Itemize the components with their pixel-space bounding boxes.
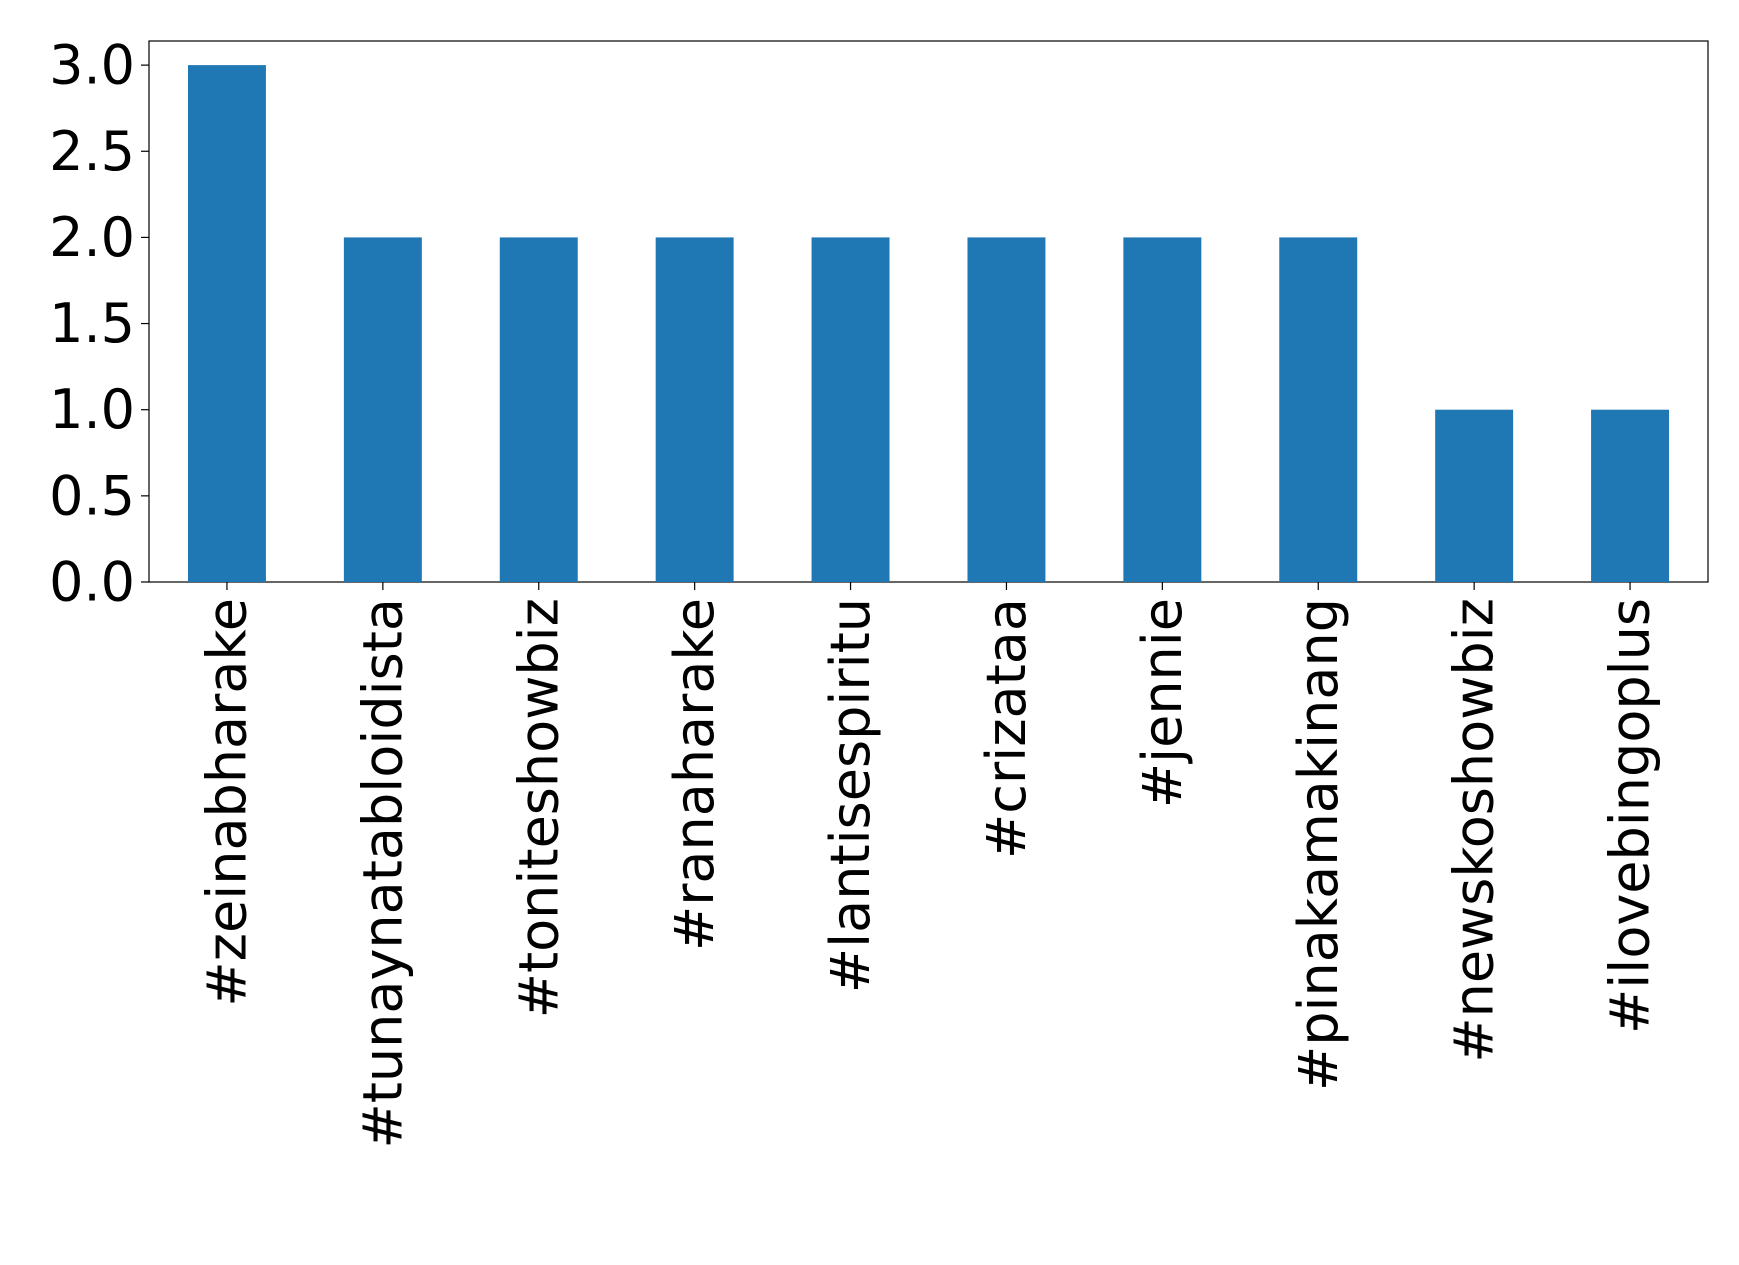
x-tick-label: #ranaharake: [663, 598, 726, 951]
bar: [967, 237, 1046, 583]
x-tick-label: #zeinabharake: [195, 598, 258, 1007]
bar: [1591, 409, 1670, 582]
bar: [187, 65, 266, 582]
y-tick-label: 1.0: [49, 378, 135, 441]
y-tick-label: 0.5: [49, 464, 135, 527]
x-tick-label: #ilovebingoplus: [1599, 598, 1662, 1034]
x-tick-label: #pinakamakinang: [1287, 598, 1350, 1091]
x-tick-label: #jennie: [1131, 598, 1194, 808]
y-tick-label: 3.0: [49, 34, 135, 97]
y-tick-label: 2.0: [49, 206, 135, 269]
bar: [1435, 409, 1514, 582]
x-tick-label: #crizataa: [975, 598, 1038, 859]
y-tick-label: 0.0: [49, 551, 135, 614]
bar: [499, 237, 578, 583]
bar: [343, 237, 422, 583]
x-tick-label: #toniteshowbiz: [507, 598, 570, 1018]
y-tick-label: 1.5: [49, 292, 135, 355]
x-tick-label: #newskoshowbiz: [1443, 598, 1506, 1063]
x-tick-label: #lantisespiritu: [819, 598, 882, 993]
x-tick-label: #tunaynatabloidista: [351, 598, 414, 1149]
bar: [1279, 237, 1358, 583]
y-tick-label: 2.5: [49, 120, 135, 183]
bar: [811, 237, 890, 583]
bar: [1123, 237, 1202, 583]
bar: [655, 237, 734, 583]
plot-frame: [148, 40, 1709, 583]
